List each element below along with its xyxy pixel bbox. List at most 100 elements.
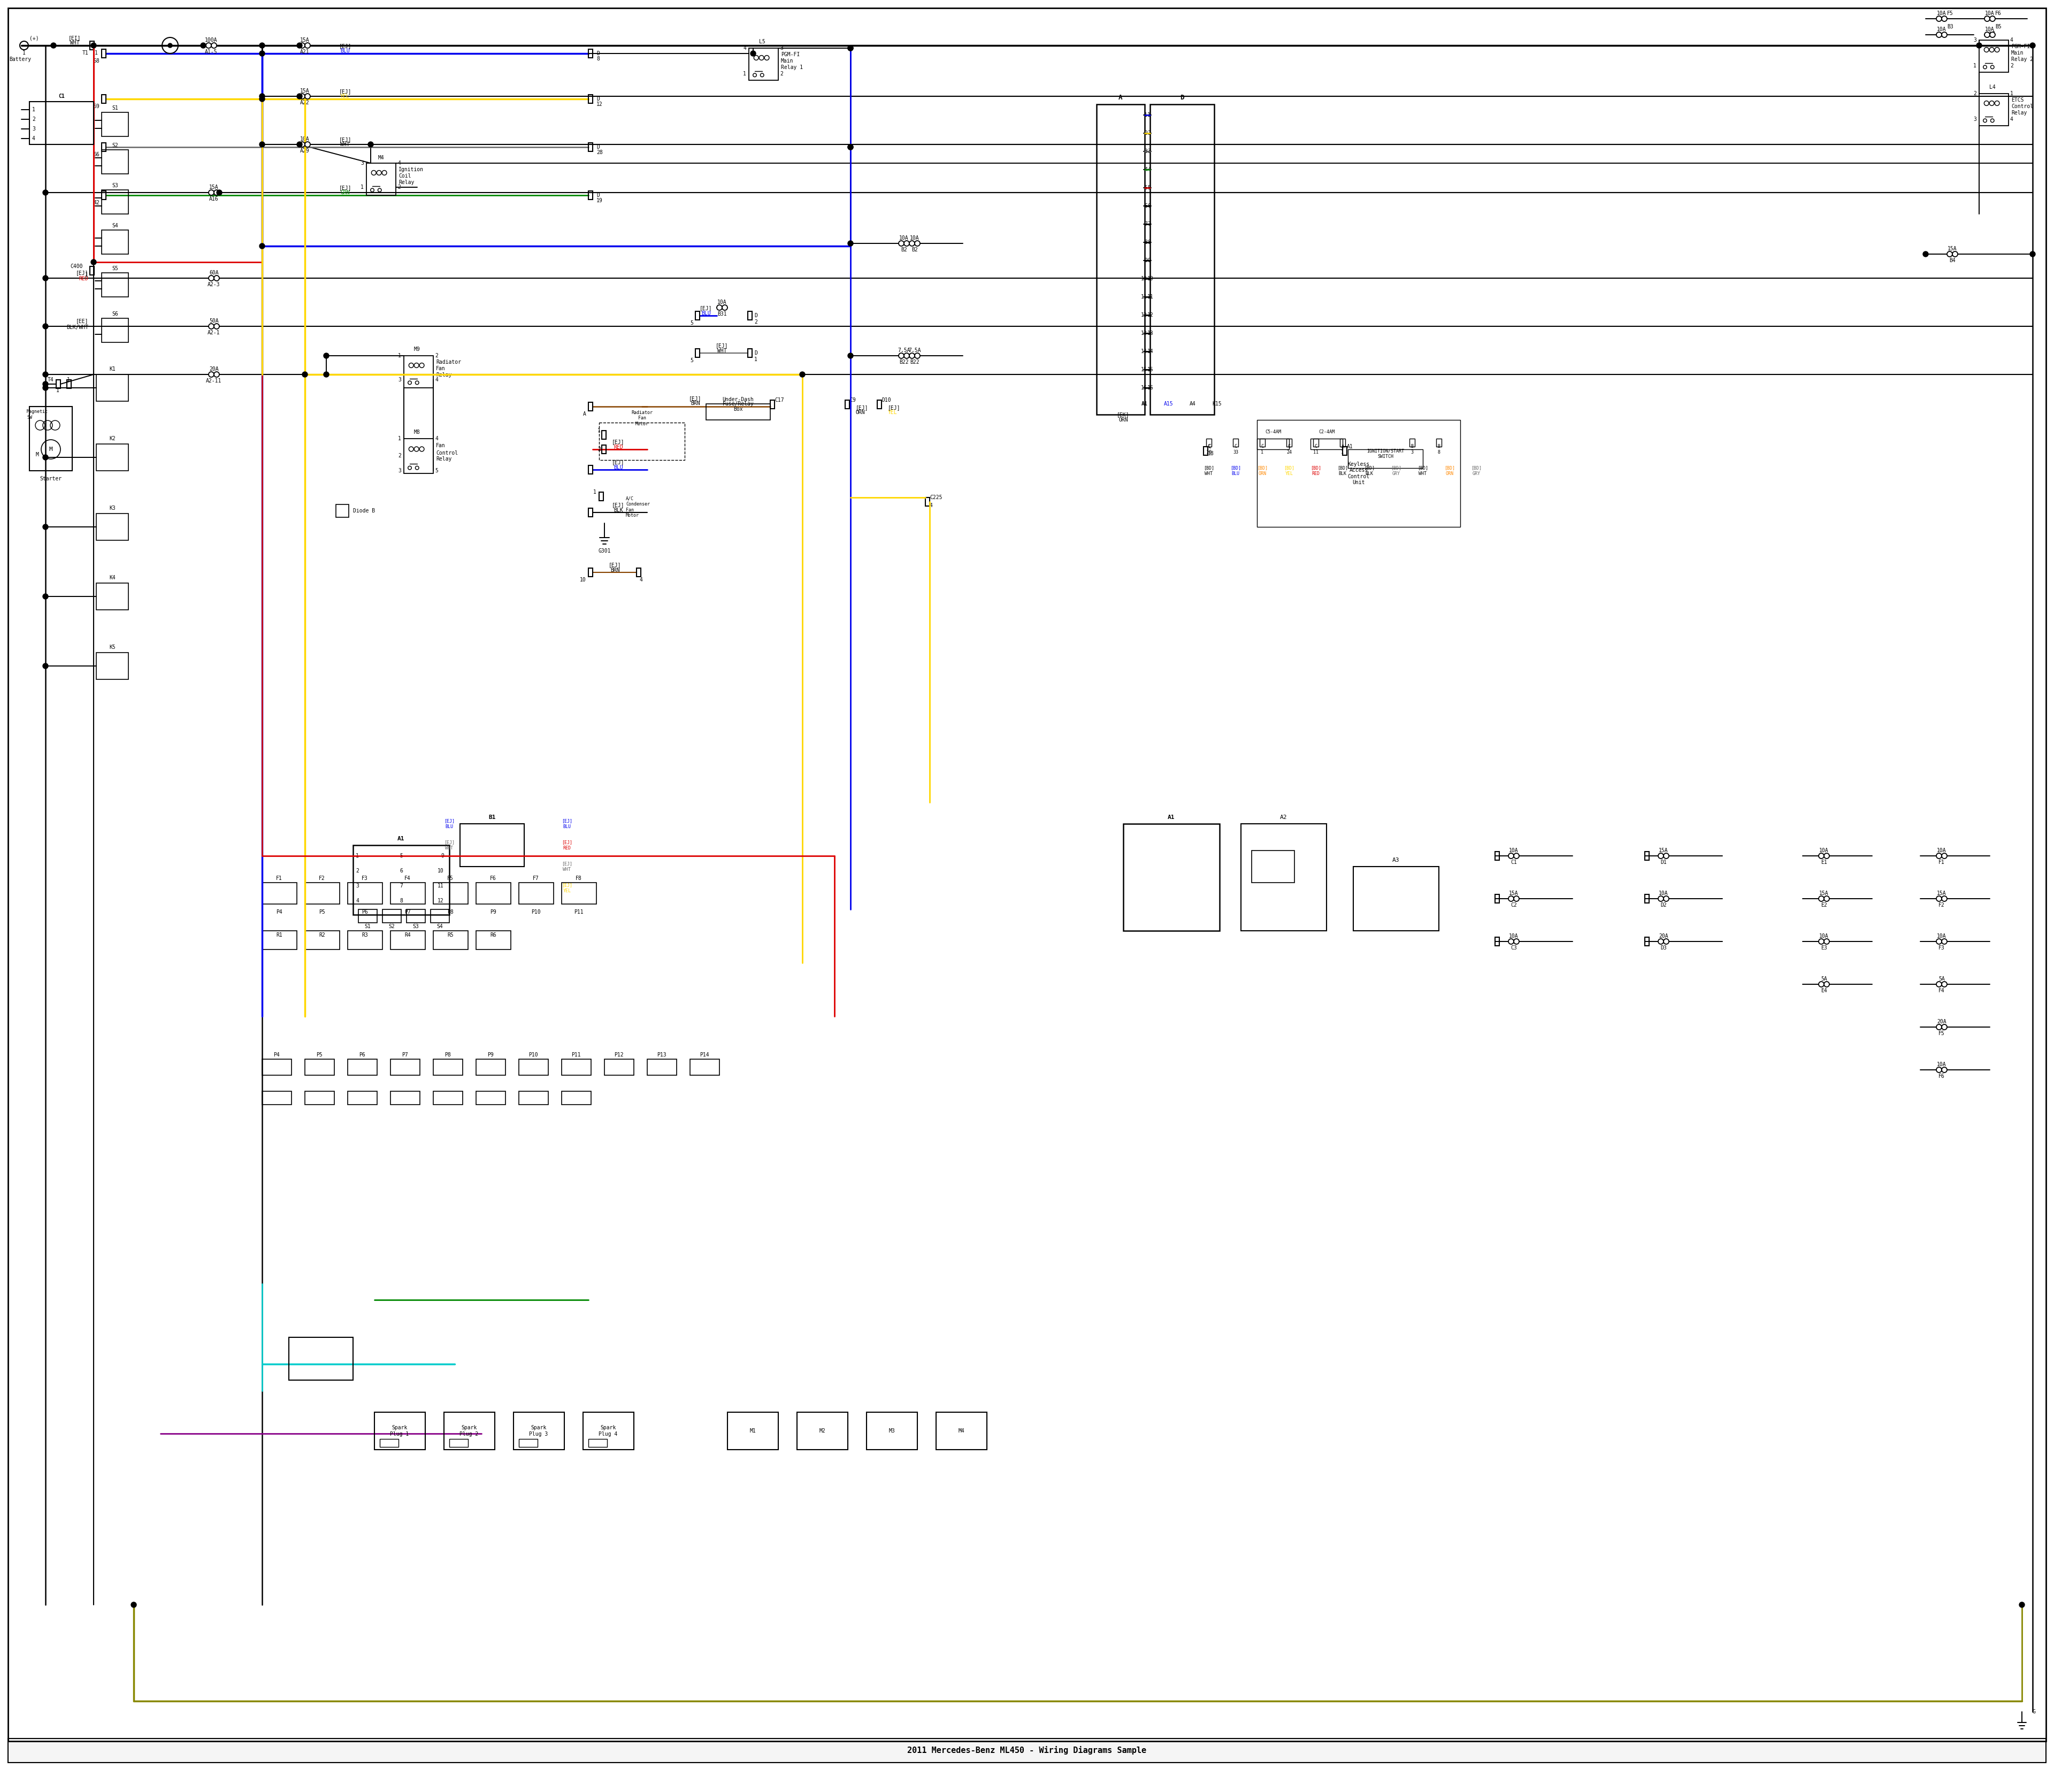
Text: 10A: 10A <box>1937 27 1947 32</box>
Text: 3: 3 <box>398 468 401 473</box>
Bar <box>433 930 468 950</box>
Bar <box>1495 937 1499 946</box>
Text: A: A <box>1119 95 1124 102</box>
Bar <box>374 1412 425 1450</box>
Text: P6: P6 <box>359 1052 366 1057</box>
Text: BRN: BRN <box>690 401 700 407</box>
Text: M4: M4 <box>957 1428 963 1434</box>
Bar <box>407 909 425 923</box>
Text: 1: 1 <box>594 489 596 495</box>
Bar <box>1313 439 1319 446</box>
Circle shape <box>2019 1602 2025 1607</box>
Text: 2: 2 <box>355 867 359 873</box>
Bar <box>1354 867 1440 930</box>
Text: 8: 8 <box>596 56 600 61</box>
Text: 18: 18 <box>1208 452 1214 457</box>
Bar <box>101 113 127 136</box>
Circle shape <box>304 142 310 147</box>
Text: [EJ]
BLU: [EJ] BLU <box>444 819 454 830</box>
Text: F5: F5 <box>1939 1030 1945 1036</box>
Circle shape <box>1824 982 1830 987</box>
Text: D: D <box>754 314 758 319</box>
Circle shape <box>1941 1068 1947 1073</box>
Text: D2: D2 <box>1660 903 1666 909</box>
Bar <box>520 1091 548 1104</box>
Circle shape <box>1824 939 1830 944</box>
Bar <box>1150 104 1214 414</box>
Text: 4: 4 <box>2011 38 2013 43</box>
Bar <box>1259 439 1265 446</box>
Circle shape <box>368 142 374 147</box>
Text: C17: C17 <box>774 398 785 403</box>
Circle shape <box>1818 896 1824 901</box>
Text: GRN: GRN <box>341 190 349 195</box>
Text: [EJ]: [EJ] <box>612 439 624 444</box>
Bar <box>101 143 107 151</box>
Bar <box>587 509 594 516</box>
Text: 15A: 15A <box>300 88 310 93</box>
Text: S2: S2 <box>111 143 119 149</box>
Text: P8: P8 <box>448 909 454 914</box>
Text: S4: S4 <box>438 925 444 930</box>
Text: 2: 2 <box>33 116 35 122</box>
Bar <box>97 652 127 679</box>
Text: C5-4AM: C5-4AM <box>1265 430 1282 435</box>
Circle shape <box>214 276 220 281</box>
Circle shape <box>1941 16 1947 22</box>
Circle shape <box>1976 43 1982 48</box>
Bar <box>90 267 94 274</box>
Text: M: M <box>49 446 53 452</box>
Circle shape <box>1658 853 1664 858</box>
Text: 16: 16 <box>1148 385 1154 391</box>
Circle shape <box>304 93 310 99</box>
Text: D: D <box>754 351 758 357</box>
Text: 15A: 15A <box>300 38 310 43</box>
Bar <box>101 229 127 254</box>
Text: 4: 4 <box>2011 116 2013 122</box>
Circle shape <box>1990 16 1994 22</box>
Text: [EJ]
YEL: [EJ] YEL <box>561 883 573 892</box>
Text: 2: 2 <box>1148 131 1150 136</box>
Text: 2: 2 <box>1974 91 1976 97</box>
Text: 10A: 10A <box>1937 934 1947 939</box>
Bar <box>433 1059 462 1075</box>
Text: Control
Relay: Control Relay <box>435 450 458 462</box>
Bar <box>748 349 752 357</box>
Text: 3: 3 <box>398 376 401 382</box>
Circle shape <box>259 93 265 99</box>
Text: B
8: B 8 <box>1438 444 1440 455</box>
Text: M9: M9 <box>415 346 421 351</box>
Bar <box>520 883 555 903</box>
Text: 10A: 10A <box>1510 934 1518 939</box>
Text: F4: F4 <box>1939 987 1945 993</box>
Text: A15: A15 <box>1165 401 1173 407</box>
Bar <box>337 504 349 518</box>
Circle shape <box>1514 896 1520 901</box>
Text: C1: C1 <box>58 93 64 99</box>
Text: Spark
Plug 3: Spark Plug 3 <box>530 1425 548 1437</box>
Circle shape <box>43 593 47 599</box>
Text: 15: 15 <box>1142 367 1148 373</box>
Text: B5: B5 <box>1994 23 2001 29</box>
Circle shape <box>1664 939 1668 944</box>
Text: R1: R1 <box>275 932 281 937</box>
Text: 1: 1 <box>1148 113 1150 118</box>
Circle shape <box>43 382 47 387</box>
Circle shape <box>325 371 329 376</box>
Text: 2: 2 <box>781 72 783 77</box>
Text: K1: K1 <box>109 366 115 371</box>
Text: 2: 2 <box>1144 131 1148 136</box>
Text: [EJ]: [EJ] <box>339 136 351 142</box>
Text: 15: 15 <box>1148 367 1154 373</box>
Bar <box>637 568 641 577</box>
Bar <box>263 1091 292 1104</box>
Text: PGM-FI: PGM-FI <box>781 52 799 57</box>
Bar <box>561 883 596 903</box>
Circle shape <box>914 240 920 246</box>
Text: 9: 9 <box>442 853 444 858</box>
Circle shape <box>1923 251 1929 256</box>
Text: [EI]: [EI] <box>68 36 82 41</box>
Text: 9: 9 <box>1148 258 1150 263</box>
Bar <box>587 466 594 473</box>
Circle shape <box>259 43 265 48</box>
